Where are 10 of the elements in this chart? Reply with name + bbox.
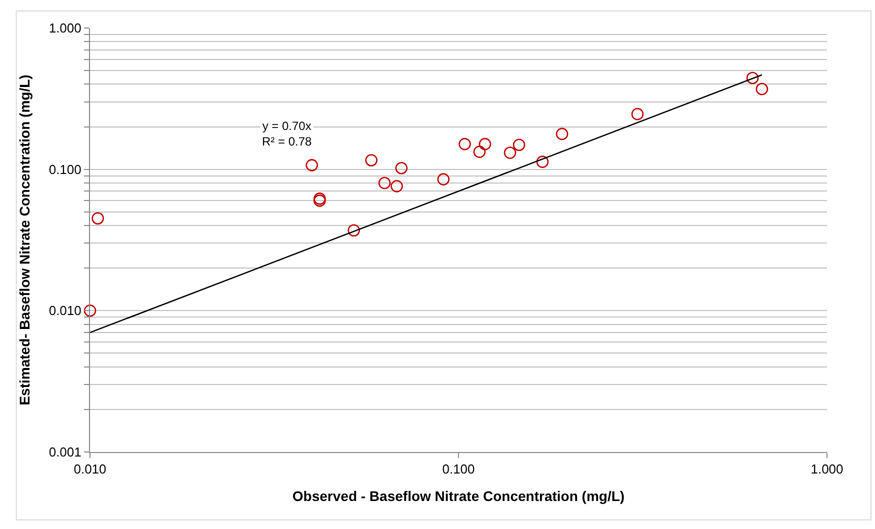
y-tick-label: 0.001 [48,444,82,460]
y-tick-label: 1.000 [48,20,82,36]
y-tick-label: 0.100 [48,162,82,177]
y-tick-label: 0.010 [48,303,82,318]
x-tick-label: 0.010 [74,462,106,477]
x-tick-label: 1.000 [810,462,844,477]
x-tick-label: 0.100 [442,462,475,477]
x-axis-title: Observed - Baseflow Nitrate Concentration (mg/L) [292,488,625,504]
annotation: y = 0.70x R² = 0.78 [262,119,312,149]
y-axis-title: Estimated- Baseflow Nitrate Concentration (mg/L) [16,74,32,406]
